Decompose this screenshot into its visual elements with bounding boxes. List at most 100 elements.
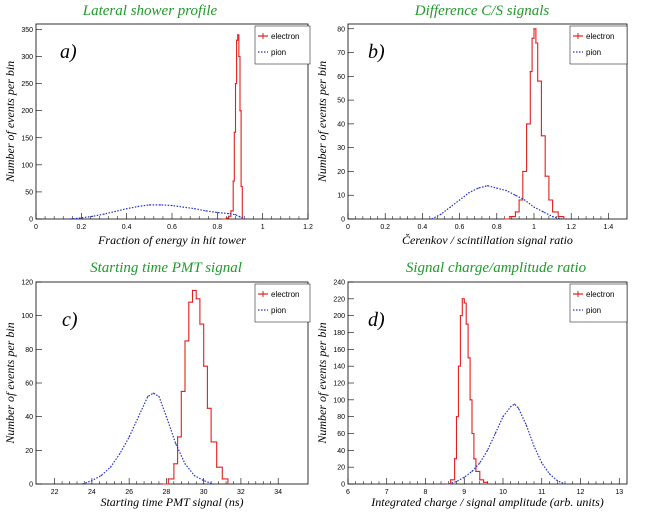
data-point-pion xyxy=(468,192,470,194)
data-point-electron xyxy=(518,199,520,201)
data-point-electron xyxy=(162,483,164,485)
panel-4: Signal charge/amplitude ratio 6 7 8 9 10 11 12 1… xyxy=(315,260,628,509)
data-point-pion xyxy=(440,213,442,215)
y-tick-label: 100 xyxy=(21,313,33,320)
chart-title: Signal charge/amplitude ratio xyxy=(406,260,587,276)
y-tick-label: 80 xyxy=(25,347,33,354)
series-electron xyxy=(504,28,565,220)
y-tick-label: 20 xyxy=(337,465,345,472)
data-point-pion xyxy=(448,483,450,485)
data-point-pion xyxy=(514,194,517,196)
data-point-pion xyxy=(505,189,507,192)
data-point-electron xyxy=(465,323,467,325)
series-pion xyxy=(82,392,214,485)
data-point-pion xyxy=(564,483,566,485)
data-point-pion xyxy=(533,445,535,447)
data-point-electron xyxy=(203,365,205,367)
y-tick-label: 30 xyxy=(337,145,345,152)
data-point-pion xyxy=(510,405,512,408)
y-tick-label: 20 xyxy=(25,448,33,455)
data-point-pion xyxy=(455,480,458,483)
data-point-electron xyxy=(206,407,208,409)
data-point-pion xyxy=(114,210,116,213)
data-point-electron xyxy=(221,478,223,480)
data-point-pion xyxy=(514,403,516,405)
y-tick-label: 160 xyxy=(333,347,345,354)
data-point-electron xyxy=(216,466,218,468)
data-point-pion xyxy=(486,185,489,187)
legend-label-pion: pion xyxy=(586,48,601,57)
y-tick-label: 120 xyxy=(333,381,345,388)
y-axis-label: Number of events per bin xyxy=(315,322,329,444)
data-point-electron xyxy=(221,218,223,220)
x-tick-label: 13 xyxy=(615,489,623,496)
legend-label-pion: pion xyxy=(586,306,601,315)
y-tick-label: 0 xyxy=(341,482,345,489)
y-tick-label: 40 xyxy=(337,121,345,128)
y-tick-label: 220 xyxy=(333,296,345,303)
y-tick-label: 140 xyxy=(333,364,345,371)
data-point-pion xyxy=(517,407,520,409)
data-point-pion xyxy=(147,395,149,398)
x-tick-label: 26 xyxy=(125,489,133,496)
y-tick-label: 10 xyxy=(337,193,345,200)
data-point-electron xyxy=(471,432,473,435)
data-point-pion xyxy=(496,187,498,189)
data-point-pion xyxy=(449,206,451,208)
data-point-electron xyxy=(548,199,550,201)
series-pion xyxy=(69,204,245,220)
data-point-electron xyxy=(563,218,565,220)
data-point-electron xyxy=(225,217,227,219)
x-tick-label: 1.2 xyxy=(566,224,576,231)
data-point-electron xyxy=(531,37,533,39)
data-point-pion xyxy=(459,199,461,201)
data-point-electron xyxy=(184,340,186,342)
data-point-electron xyxy=(479,479,481,481)
data-point-electron xyxy=(199,323,201,325)
data-point-pion xyxy=(91,480,93,482)
x-tick-label: 8 xyxy=(424,489,428,496)
data-point-electron xyxy=(230,210,232,212)
y-tick-label: 350 xyxy=(21,27,33,34)
chart-title: Starting time PMT signal xyxy=(90,260,242,276)
y-tick-label: 0 xyxy=(29,482,33,489)
y-tick-label: 80 xyxy=(337,414,345,421)
y-tick-label: 80 xyxy=(337,26,345,33)
y-axis-label: Number of events per bin xyxy=(3,61,17,183)
data-point-pion xyxy=(152,392,154,394)
data-point-electron xyxy=(535,42,537,44)
x-tick-label: 1.2 xyxy=(303,224,313,231)
data-point-electron xyxy=(529,70,531,73)
data-point-electron xyxy=(239,110,241,112)
data-point-pion xyxy=(81,483,84,485)
data-point-pion xyxy=(80,217,82,219)
data-point-electron xyxy=(537,80,539,82)
data-point-electron xyxy=(503,218,505,220)
data-point-pion xyxy=(171,204,173,207)
data-point-pion xyxy=(548,473,551,475)
y-tick-label: 120 xyxy=(21,280,33,287)
data-point-electron xyxy=(463,302,465,304)
data-point-electron xyxy=(473,458,475,460)
data-point-pion xyxy=(216,211,218,214)
data-point-electron xyxy=(509,216,511,218)
y-tick-label: 300 xyxy=(21,54,33,61)
data-point-pion xyxy=(92,215,94,217)
data-point-electron xyxy=(173,463,175,465)
x-tick-label: 0.2 xyxy=(380,224,390,231)
y-tick-label: 150 xyxy=(21,135,33,142)
series-electron xyxy=(446,298,489,485)
data-point-electron xyxy=(457,365,460,367)
y-tick-label: 200 xyxy=(333,313,345,320)
data-point-pion xyxy=(552,216,554,218)
data-point-pion xyxy=(165,416,168,418)
x-tick-label: 9 xyxy=(462,489,466,496)
y-tick-label: 60 xyxy=(337,74,345,81)
legend: electron pion xyxy=(254,25,311,65)
legend-label-electron: electron xyxy=(271,32,299,41)
series-electron xyxy=(221,34,243,220)
data-point-pion xyxy=(533,206,535,208)
x-tick-label: 0.4 xyxy=(418,224,428,231)
data-point-electron xyxy=(236,39,238,41)
